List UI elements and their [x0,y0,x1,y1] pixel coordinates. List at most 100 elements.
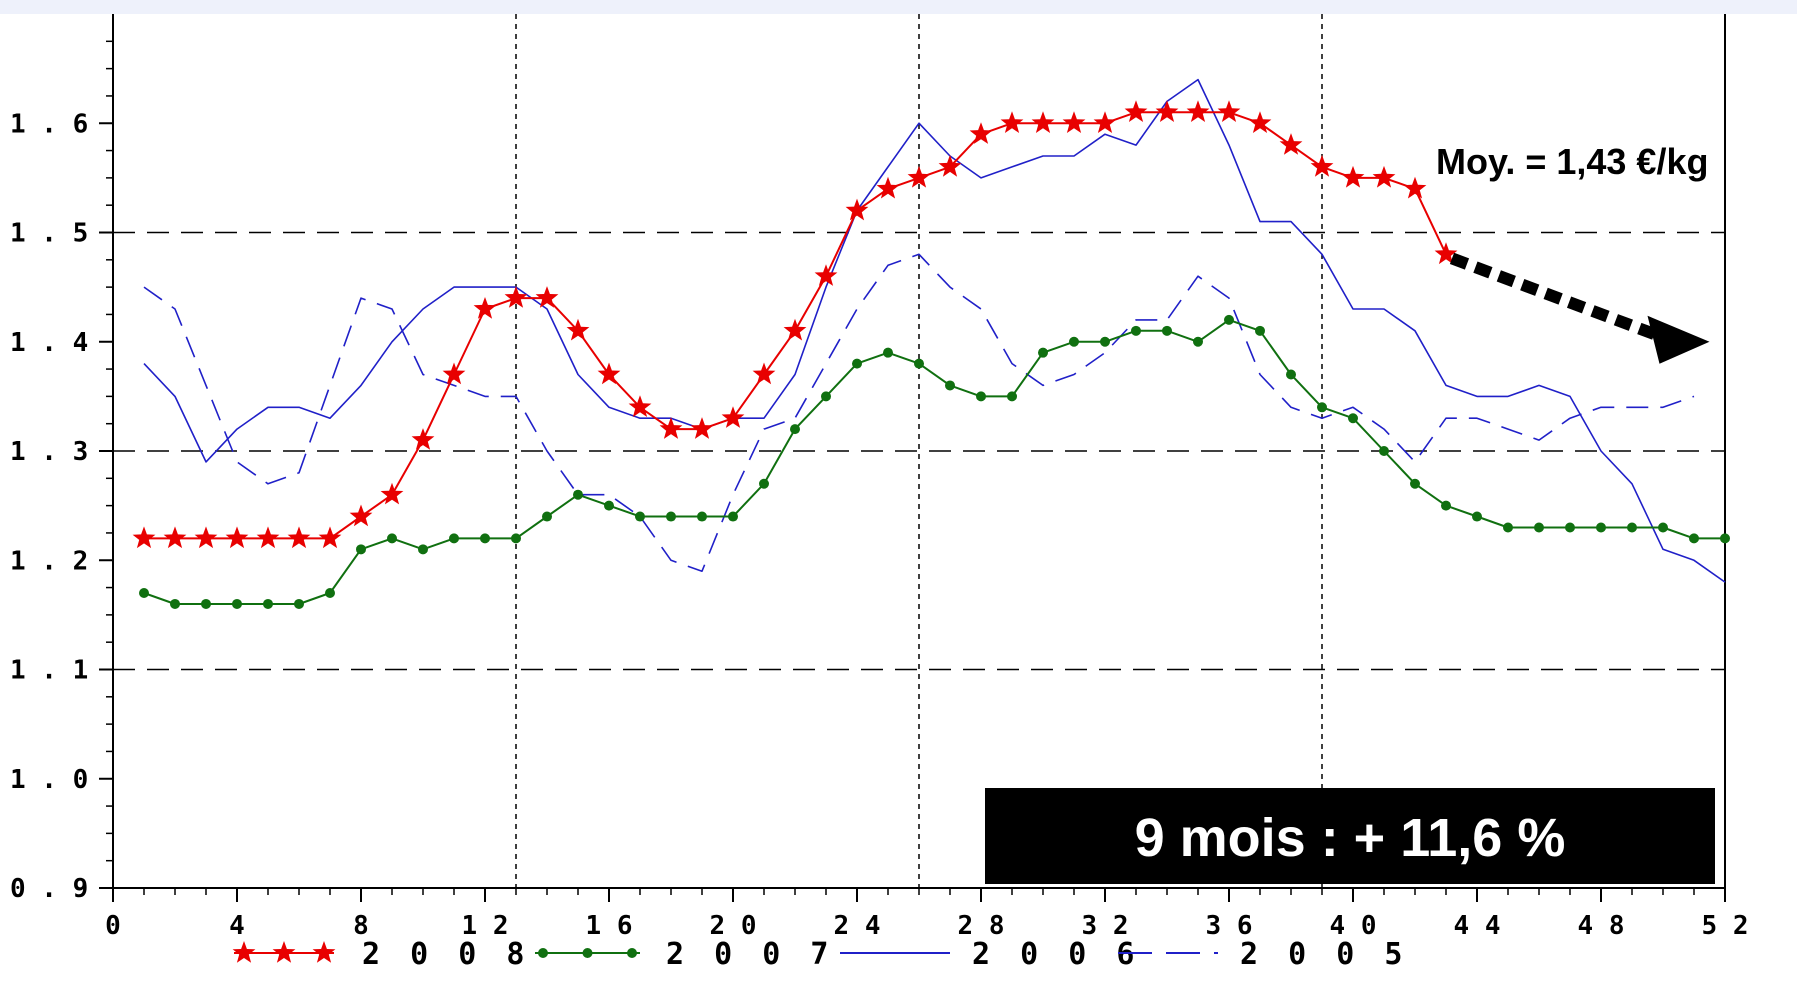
star-marker [969,122,993,144]
legend: 2 0 0 8 2 0 0 7 2 0 0 6 2 0 0 5 [232,937,1402,972]
dot-marker [1286,369,1296,380]
top-band [0,0,1797,14]
star-marker [752,362,776,385]
star-marker [1031,111,1055,133]
x-tick-label: 5 2 [1702,911,1749,941]
trend-arrow-shaft [1449,252,1664,343]
x-tick-label: 4 8 [1578,911,1625,941]
star-marker [163,526,187,549]
star-marker [1000,111,1024,133]
annotation-layer: Moy. = 1,43 €/kg 9 mois : + 11,6 % [985,141,1715,884]
y-tick-label: 1 . 6 [10,109,88,139]
star-marker [256,526,280,549]
star-marker [442,362,466,385]
dot-marker [387,533,397,544]
dot-marker [604,500,614,511]
dot-marker [418,544,428,555]
x-tick-label: 1 6 [586,911,633,941]
dot-marker [480,533,490,544]
dot-marker [635,511,645,522]
legend-star-marker [272,941,296,963]
star-marker [690,417,714,439]
star-marker [566,318,590,341]
y-tick-label: 1 . 1 [10,656,88,686]
y-tick-label: 1 . 4 [10,328,88,358]
legend-dot-marker [627,948,637,958]
dot-marker [1379,446,1389,456]
star-marker [1155,100,1179,122]
legend-dot-marker [538,948,548,958]
star-marker [659,417,683,439]
star-marker [504,286,528,308]
dot-marker [1627,522,1637,533]
x-tick-label: 3 2 [1082,911,1129,941]
y-tick-label: 0 . 9 [10,874,88,904]
dot-marker [170,598,180,609]
dot-marker [1410,478,1420,489]
dot-marker [1069,336,1079,347]
dot-marker [325,588,335,599]
star-marker [225,526,249,549]
star-marker [783,318,807,341]
average-label: Moy. = 1,43 €/kg [1436,141,1708,182]
x-tick-label: 4 [229,911,245,941]
dot-marker [759,478,769,489]
series-line-2007 [143,318,1725,605]
star-marker [1279,133,1303,155]
dot-marker [542,511,552,522]
legend-label-2006: 2 0 0 6 [972,937,1140,972]
dot-marker [232,598,242,609]
dot-marker [821,391,831,402]
banner-box [985,788,1715,884]
dot-marker [1255,325,1265,336]
star-marker [194,526,218,549]
axes-layer: 0 . 9 1 . 0 1 . 1 1 . 2 1 . 3 1 . 4 1 . 5 1 . 6… [10,14,1748,941]
dot-marker [449,533,459,544]
dot-marker [852,358,862,369]
star-marker [411,428,435,450]
dot-marker [1224,314,1234,325]
dot-marker [1317,402,1327,413]
star-marker [1124,100,1148,122]
star-marker [907,165,931,188]
star-marker [1310,154,1334,177]
dot-marker [201,598,211,609]
dot-marker [1038,347,1048,358]
star-marker [473,297,497,319]
star-marker [814,264,838,286]
series-line-2005 [143,253,1695,573]
x-tick-label: 8 [353,911,369,941]
dot-marker [666,511,676,522]
dot-marker [1534,522,1544,533]
dot-marker [1162,325,1172,336]
dot-marker [945,380,955,391]
star-marker [1372,165,1396,188]
dot-marker [1565,522,1575,533]
star-marker [1217,100,1241,122]
dot-marker [294,598,304,609]
dot-marker [790,424,800,435]
trend-arrow-head [1647,315,1710,364]
y-tick-label: 1 . 2 [10,546,88,576]
x-tick-label: 2 0 [710,911,757,941]
x-tick-label: 2 8 [958,911,1005,941]
x-tick-label: 3 6 [1206,911,1253,941]
dot-marker [883,347,893,358]
star-marker [938,154,962,177]
star-marker [1248,111,1272,133]
y-tick-label: 1 . 5 [10,219,88,249]
star-marker [721,406,745,428]
star-marker [1403,176,1427,199]
dot-marker [1007,391,1017,402]
dot-marker [1441,500,1451,511]
banner-text: 9 mois : + 11,6 % [1135,808,1566,868]
series-layer [132,78,1730,609]
star-marker [318,526,342,549]
dot-marker [1596,522,1606,533]
y-tick-label: 1 . 3 [10,437,88,467]
dot-marker [1131,325,1141,336]
star-marker [597,362,621,385]
dot-marker [573,489,583,500]
dot-marker [1689,533,1699,544]
